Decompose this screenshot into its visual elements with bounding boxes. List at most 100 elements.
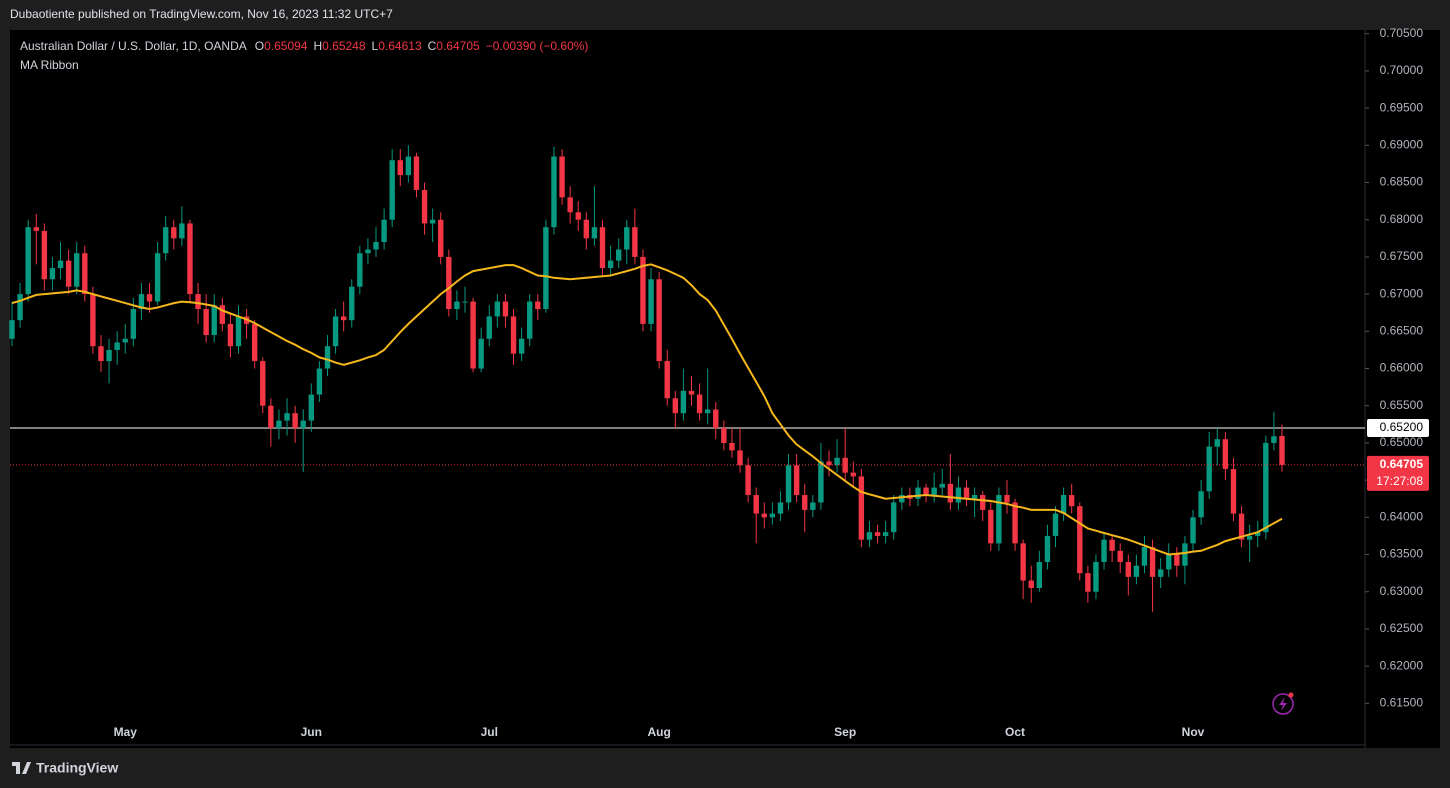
candle-body xyxy=(9,320,15,339)
legend-change: −0.00390 (−0.60%) xyxy=(486,39,589,53)
candle-body xyxy=(1004,495,1010,503)
legend-title: Australian Dollar / U.S. Dollar, 1D, OAN… xyxy=(20,39,247,53)
candle-body xyxy=(915,487,921,499)
alert-dot[interactable] xyxy=(1288,692,1294,698)
candle-body xyxy=(1141,547,1148,566)
candle-body xyxy=(721,428,727,443)
candle-body xyxy=(300,420,306,429)
candle-body xyxy=(154,253,161,302)
alert-circle[interactable] xyxy=(1272,693,1294,715)
candle-body xyxy=(373,242,379,250)
candle-body xyxy=(947,483,954,503)
candle-body xyxy=(308,394,314,421)
legend-key: H xyxy=(313,39,322,53)
legend-key: O xyxy=(255,39,264,53)
candle-body xyxy=(122,338,128,343)
candle-body xyxy=(615,249,622,261)
candle-body xyxy=(769,513,776,518)
candle-body xyxy=(1230,468,1237,514)
candle-body xyxy=(882,532,889,536)
candle-body xyxy=(340,316,347,321)
candle-body xyxy=(939,483,945,488)
y-tick-label: 0.61500 xyxy=(1380,696,1424,710)
candle-body xyxy=(130,309,137,339)
candle-body xyxy=(850,472,856,477)
candle-body xyxy=(1085,573,1091,592)
candle-body xyxy=(49,268,56,280)
candle-body xyxy=(1166,554,1172,570)
candle-body xyxy=(1028,580,1034,589)
candle-body xyxy=(1077,506,1083,574)
candle-body xyxy=(785,465,792,503)
x-tick-label: Sep xyxy=(834,725,856,739)
legend-value: 0.64613 xyxy=(378,39,422,53)
candle-body xyxy=(324,346,331,369)
candle-body xyxy=(931,487,937,496)
candle-body xyxy=(640,256,646,324)
candle-body xyxy=(963,487,970,499)
chart-area xyxy=(10,30,1440,748)
candle-body xyxy=(1133,565,1140,577)
candle-body xyxy=(1174,554,1180,566)
alert-bolt[interactable] xyxy=(1279,697,1287,711)
x-tick-label: Nov xyxy=(1182,725,1205,739)
candle-body xyxy=(1020,543,1026,581)
candle-body xyxy=(575,212,581,220)
candle-body xyxy=(381,219,387,243)
y-tick-label: 0.66000 xyxy=(1380,361,1424,375)
y-tick-label: 0.65500 xyxy=(1380,398,1424,412)
legend-value: 0.65248 xyxy=(322,39,366,53)
candle-body xyxy=(1279,435,1285,465)
candle-body xyxy=(284,413,290,421)
candle-body xyxy=(397,160,403,176)
y-tick-label: 0.69500 xyxy=(1380,100,1424,114)
y-tick-label: 0.68500 xyxy=(1380,175,1424,189)
x-tick-label: Aug xyxy=(647,725,670,739)
candle-body xyxy=(761,513,767,518)
candle-body xyxy=(704,409,711,414)
y-tick-label: 0.62000 xyxy=(1380,658,1424,672)
candle-body xyxy=(227,323,234,347)
candle-body xyxy=(1255,532,1261,536)
candle-body xyxy=(146,294,153,302)
candle-body xyxy=(276,420,282,429)
candle-body xyxy=(777,502,784,514)
x-tick-label: Jul xyxy=(481,725,498,739)
candle-body xyxy=(292,413,298,429)
candle-body xyxy=(17,294,23,321)
candle-body xyxy=(1238,513,1245,540)
legend-value: 0.64705 xyxy=(436,39,480,53)
candle-body xyxy=(607,260,614,269)
logo-icon xyxy=(12,762,31,774)
candle-body xyxy=(874,532,881,536)
candle-body xyxy=(551,156,557,228)
legend-key: L xyxy=(372,39,379,53)
candle-body xyxy=(599,227,606,269)
candle-body xyxy=(1044,535,1051,562)
candle-body xyxy=(818,461,824,503)
countdown: 17:27:08 xyxy=(1376,474,1423,488)
candle-body xyxy=(826,461,832,466)
horizontal-line-label-box xyxy=(1367,419,1429,438)
candle-body xyxy=(648,279,654,324)
candle-body xyxy=(260,361,266,406)
candle-body xyxy=(802,495,808,510)
publisher: Dubaotiente published on TradingView.com… xyxy=(10,7,393,21)
x-tick-label: Oct xyxy=(1005,725,1025,739)
alert-icon[interactable] xyxy=(1272,692,1294,715)
candle-body xyxy=(1271,436,1277,443)
candle-body xyxy=(57,260,64,269)
candle-body xyxy=(1190,517,1196,544)
candle-body xyxy=(1149,547,1156,577)
legend-line: Australian Dollar / U.S. Dollar, 1D, OAN… xyxy=(20,39,588,53)
y-tick-label: 0.67000 xyxy=(1380,286,1424,300)
y-tick-label: 0.68000 xyxy=(1380,212,1424,226)
candle-body xyxy=(656,279,662,362)
last-price-label: 0.64705 xyxy=(1380,457,1424,471)
candle-body xyxy=(1206,446,1212,492)
y-tick-label: 0.65000 xyxy=(1380,435,1424,449)
candle-body xyxy=(971,495,978,499)
candle-body xyxy=(41,230,48,280)
footer-logo: TradingView xyxy=(12,760,118,776)
